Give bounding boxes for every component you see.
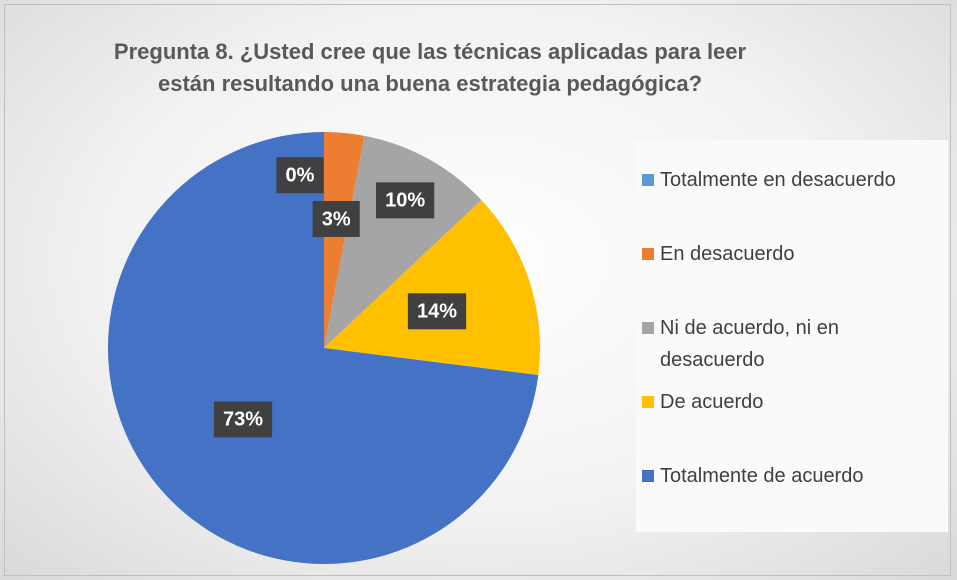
pie-slice (324, 135, 482, 348)
legend-item: Ni de acuerdo, ni en desacuerdo (642, 312, 942, 376)
legend-swatch (642, 322, 654, 334)
legend-item: Totalmente de acuerdo (642, 460, 942, 492)
legend-label: Ni de acuerdo, ni en desacuerdo (660, 317, 840, 371)
legend-label: Totalmente de acuerdo (660, 465, 864, 487)
legend: Totalmente en desacuerdo En desacuerdo Ni … (636, 140, 948, 532)
data-label: 73% (213, 401, 273, 438)
legend-label: En desacuerdo (660, 243, 795, 265)
legend-swatch (642, 470, 654, 482)
data-label-text: 0% (286, 164, 315, 186)
data-label-text: 14% (417, 301, 457, 323)
legend-item: De acuerdo (642, 386, 942, 418)
pie-slice (324, 132, 365, 348)
data-label: 14% (407, 293, 467, 330)
data-label: 3% (312, 200, 360, 237)
legend-swatch (642, 248, 654, 260)
data-label-box (213, 401, 273, 438)
legend-item: En desacuerdo (642, 238, 942, 270)
legend-swatch (642, 174, 654, 186)
legend-label: De acuerdo (660, 391, 764, 413)
data-label-text: 73% (223, 409, 263, 431)
legend-swatch (642, 396, 654, 408)
data-label-box (312, 200, 360, 237)
data-label-text: 10% (385, 190, 425, 212)
chart-title: Pregunta 8. ¿Usted cree que las técnicas… (113, 39, 747, 96)
chart-border (4, 4, 951, 576)
data-label-text: 3% (322, 208, 351, 230)
data-label-box (407, 293, 467, 330)
data-label-box (376, 182, 435, 219)
legend-label: Totalmente en desacuerdo (660, 169, 896, 191)
data-label: 0% (276, 157, 324, 194)
pie-slice (107, 132, 539, 564)
pie-slice (324, 200, 540, 376)
data-label: 10% (376, 182, 435, 219)
data-label-box (276, 157, 324, 194)
legend-item: Totalmente en desacuerdo (642, 164, 942, 196)
